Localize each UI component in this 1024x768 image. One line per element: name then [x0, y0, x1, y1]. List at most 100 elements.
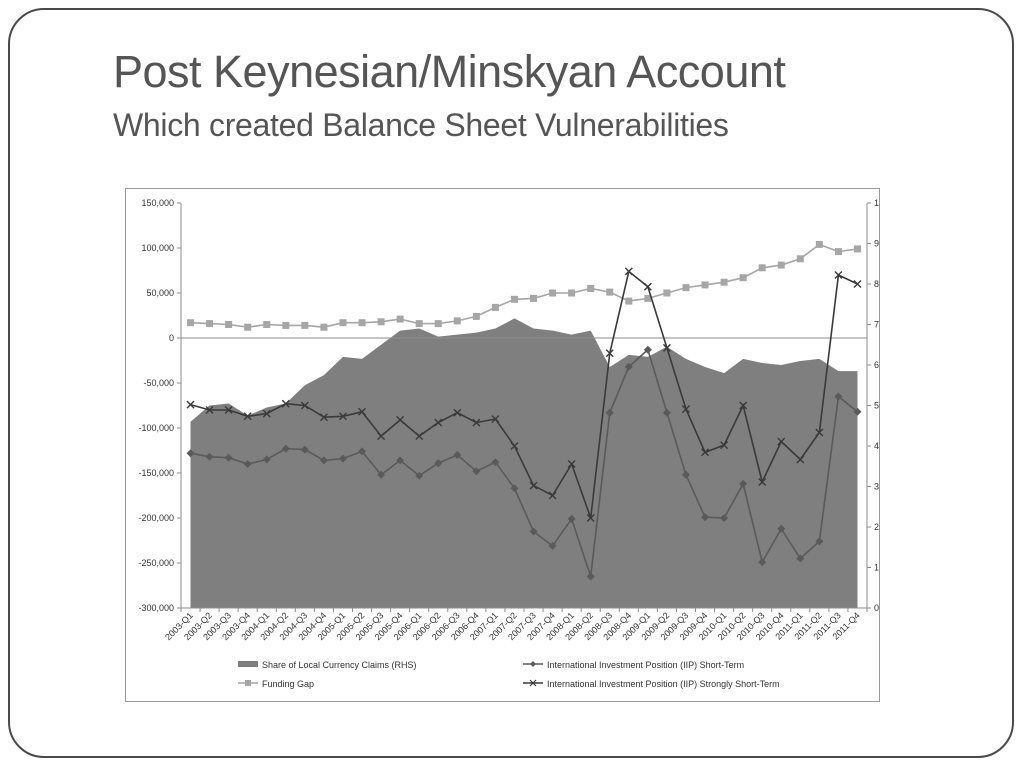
point-iip-strongly-short-term [701, 448, 710, 457]
point-iip-short-term [396, 456, 405, 465]
point-funding-gap [472, 312, 480, 320]
point-funding-gap [187, 319, 195, 327]
y-tick-label: -250,000 [138, 558, 174, 568]
legend-label-funding-gap: Funding Gap [262, 679, 315, 689]
point-iip-strongly-short-term [739, 401, 748, 410]
legend-label-iip-short: International Investment Position (IIP) … [547, 660, 745, 670]
legend-item-funding-gap: Funding Gap [238, 679, 314, 689]
point-iip-short-term [281, 444, 290, 453]
point-iip-strongly-short-term [281, 399, 290, 408]
legend-area-swatch-icon [238, 660, 258, 670]
point-iip-short-term [510, 484, 519, 493]
point-iip-strongly-short-term [396, 415, 405, 424]
legend-item-iip-strongly-short: International Investment Position (IIP) … [523, 679, 780, 689]
y2-tick-label: 30% [874, 482, 879, 492]
point-iip-short-term [586, 572, 595, 581]
y-tick-label: 150,000 [141, 198, 174, 208]
point-iip-short-term [224, 453, 233, 462]
point-funding-gap [491, 303, 499, 311]
point-iip-strongly-short-term [510, 442, 519, 450]
series-line-iip-strongly-short-term [190, 269, 858, 519]
y2-tick-label: 50% [874, 401, 879, 411]
point-funding-gap [339, 319, 347, 327]
point-iip-strongly-short-term [415, 432, 424, 441]
y-tick-label: -300,000 [138, 603, 174, 613]
point-iip-short-term [491, 458, 500, 467]
point-iip-strongly-short-term [662, 343, 671, 352]
point-iip-strongly-short-term [758, 478, 767, 486]
point-iip-short-term [662, 408, 671, 417]
point-iip-short-term [815, 537, 824, 546]
point-funding-gap [815, 240, 823, 248]
chart-plot: 150,000 100,000 50,000 0 -50,000 -100,000 -150… [138, 198, 879, 642]
y2-tick-label: 60% [874, 360, 879, 370]
legend-x-line-icon [523, 679, 543, 689]
y2-tick-label: 20% [874, 522, 879, 532]
point-iip-strongly-short-term [358, 407, 367, 416]
point-iip-strongly-short-term [777, 437, 786, 446]
legend-label-iip-strongly-short: International Investment Position (IIP) … [547, 679, 780, 689]
point-funding-gap [796, 255, 804, 263]
y-tick-label: 50,000 [146, 288, 174, 298]
point-funding-gap [396, 315, 404, 323]
point-funding-gap [644, 294, 652, 302]
point-funding-gap [415, 320, 423, 328]
y-tick-label: -150,000 [138, 468, 174, 478]
point-iip-short-term [415, 471, 424, 480]
y-tick-label: 0 [169, 333, 174, 343]
point-iip-strongly-short-term [834, 271, 843, 279]
legend-item-iip-short: International Investment Position (IIP) … [523, 660, 744, 670]
point-iip-strongly-short-term [243, 412, 252, 421]
point-iip-short-term [529, 527, 538, 536]
y2-tick-label: 80% [874, 279, 879, 289]
point-iip-short-term [567, 514, 576, 523]
point-iip-strongly-short-term [262, 409, 271, 418]
point-funding-gap [358, 319, 366, 327]
point-iip-strongly-short-term [605, 349, 614, 358]
point-iip-strongly-short-term [529, 481, 538, 490]
point-funding-gap [663, 289, 671, 297]
y2-tick-label: 70% [874, 320, 879, 330]
point-iip-short-term [243, 460, 252, 468]
series-area-local-currency-share [190, 318, 858, 608]
point-iip-short-term [834, 392, 843, 401]
point-iip-short-term [338, 454, 347, 463]
point-iip-short-term [681, 470, 690, 479]
point-iip-strongly-short-term [434, 418, 443, 427]
point-funding-gap [453, 317, 461, 325]
point-funding-gap [739, 274, 747, 282]
point-funding-gap [530, 294, 538, 302]
point-iip-strongly-short-term [643, 282, 652, 291]
point-funding-gap [301, 321, 309, 329]
point-iip-strongly-short-term [338, 412, 347, 421]
point-iip-short-term [796, 554, 805, 563]
legend-item-local-currency: Share of Local Currency Claims (RHS) [238, 660, 417, 670]
point-iip-strongly-short-term [720, 441, 729, 450]
point-funding-gap [282, 321, 290, 329]
point-iip-strongly-short-term [796, 455, 805, 464]
point-iip-short-term [472, 467, 481, 476]
point-funding-gap [244, 323, 252, 331]
point-funding-gap [377, 318, 385, 326]
point-iip-short-term [186, 449, 195, 458]
legend-diamond-line-icon [523, 660, 543, 670]
chart-container: 150,000 100,000 50,000 0 -50,000 -100,000 -150… [125, 188, 880, 702]
point-iip-short-term [605, 408, 614, 417]
point-iip-short-term [701, 513, 710, 522]
point-funding-gap [206, 320, 214, 328]
point-iip-strongly-short-term [224, 406, 233, 414]
point-funding-gap [606, 288, 614, 296]
point-iip-strongly-short-term [586, 514, 595, 522]
page-title: Post Keynesian/Minskyan Account [113, 46, 786, 97]
point-funding-gap [263, 321, 271, 328]
point-iip-strongly-short-term [472, 418, 481, 427]
page-subtitle: Which created Balance Sheet Vulnerabilit… [113, 107, 729, 143]
point-iip-short-term [624, 362, 633, 371]
point-funding-gap [510, 295, 518, 303]
point-funding-gap [587, 285, 595, 292]
point-iip-short-term [758, 558, 767, 567]
point-iip-short-term [300, 445, 309, 454]
point-iip-strongly-short-term [300, 401, 309, 410]
point-iip-short-term [319, 456, 328, 465]
y-tick-label: -50,000 [143, 378, 174, 388]
